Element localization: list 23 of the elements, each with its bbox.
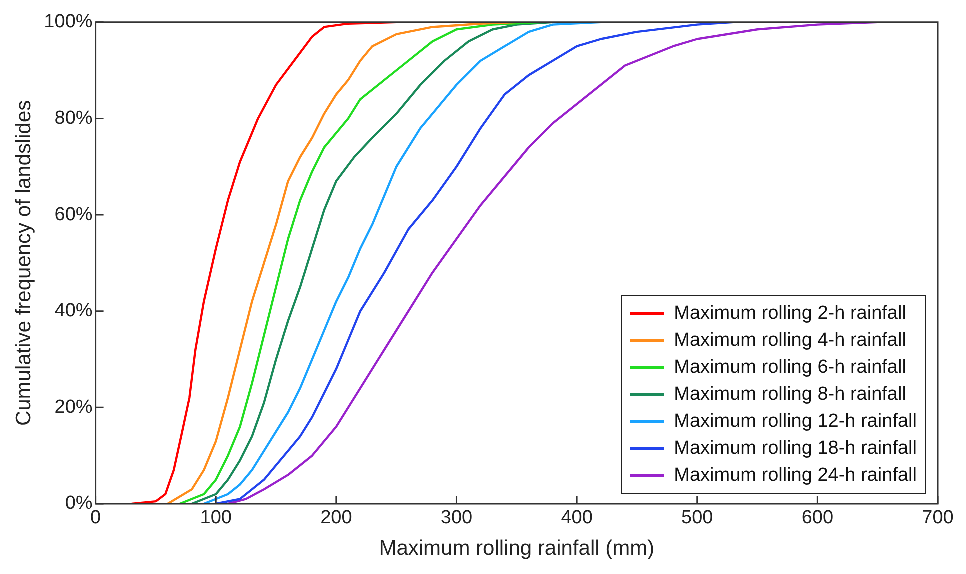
legend-label: Maximum rolling 4-h rainfall: [674, 330, 906, 352]
x-axis-title: Maximum rolling rainfall (mm): [379, 537, 655, 560]
y-tick-label: 60%: [54, 204, 93, 226]
x-tick-label: 400: [561, 508, 593, 529]
legend-label: Maximum rolling 6-h rainfall: [674, 356, 906, 378]
x-tick-label: 0: [90, 508, 102, 529]
x-tick-label: 100: [200, 508, 232, 529]
y-axis-title: Cumulative frequency of landslides: [12, 100, 36, 426]
y-tick-label: 100%: [44, 12, 93, 33]
y-tick-label: 0%: [65, 493, 93, 514]
y-tick-label: 80%: [54, 108, 93, 129]
y-tick-label: 40%: [54, 300, 93, 322]
x-tick-label: 500: [682, 508, 714, 529]
legend-label: Maximum rolling 12-h rainfall: [674, 410, 917, 432]
x-tick-label: 200: [320, 508, 352, 529]
x-tick-label: 600: [802, 508, 834, 529]
x-tick-label: 300: [440, 508, 473, 529]
legend-label: Maximum rolling 18-h rainfall: [674, 438, 917, 460]
legend-label: Maximum rolling 8-h rainfall: [674, 384, 906, 406]
x-tick-label: 700: [922, 508, 954, 529]
legend-label: Maximum rolling 24-h rainfall: [674, 464, 917, 486]
y-tick-label: 20%: [54, 396, 93, 418]
legend-label: Maximum rolling 2-h rainfall: [674, 302, 906, 324]
